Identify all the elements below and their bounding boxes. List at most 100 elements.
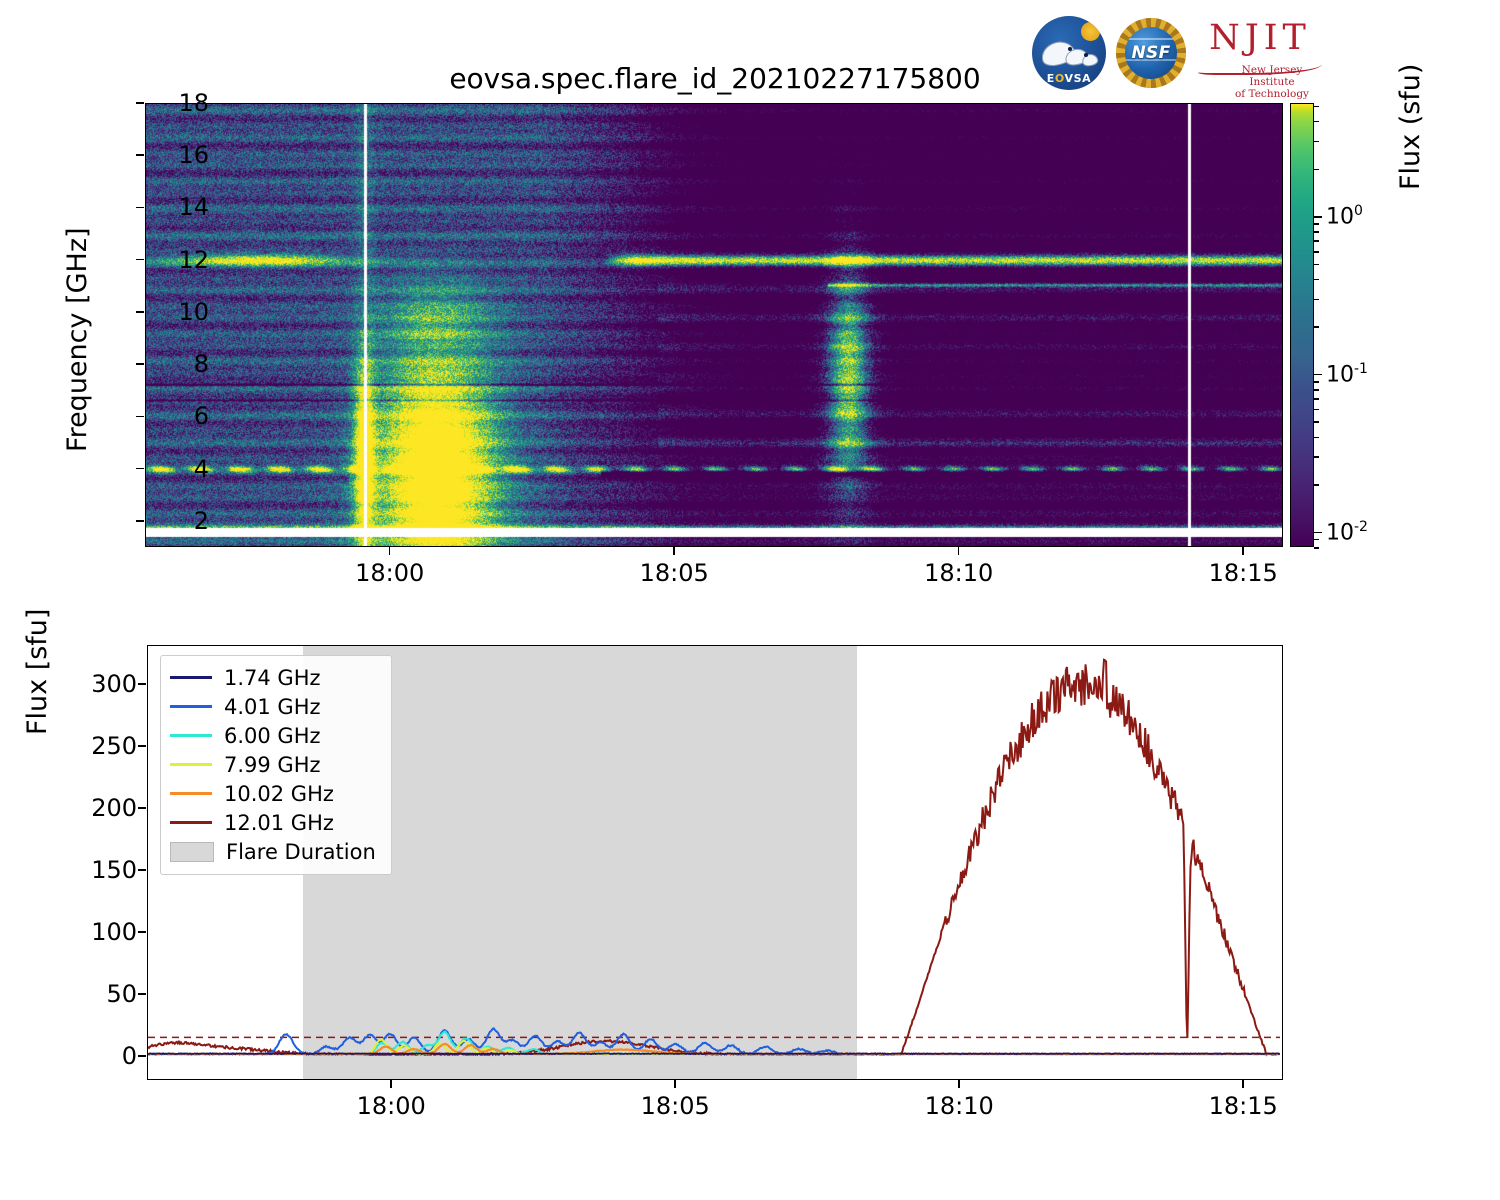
spectrogram-y-tick-label: 8 xyxy=(193,350,209,379)
spectrogram-x-tick-label: 18:05 xyxy=(639,559,709,587)
spectrogram-x-tick-label: 18:00 xyxy=(355,559,425,587)
njit-swoosh xyxy=(1198,57,1322,75)
lightcurve-y-tick-mark xyxy=(138,869,146,871)
legend-item-label: 1.74 GHz xyxy=(224,665,321,690)
legend-item-label: Flare Duration xyxy=(226,839,376,864)
legend-item[interactable]: 12.01 GHz xyxy=(170,808,382,837)
spectrogram-y-tick-mark xyxy=(136,206,144,209)
lightcurve-x-tick-label: 18:10 xyxy=(924,1092,994,1120)
colorbar-minor-tick xyxy=(1314,231,1319,233)
colorbar-minor-tick xyxy=(1314,326,1319,328)
colorbar-minor-tick xyxy=(1314,389,1319,391)
colorbar-minor-tick xyxy=(1314,436,1319,439)
colorbar-minor-tick xyxy=(1314,251,1319,253)
lightcurve-traces xyxy=(148,658,1280,1057)
spectrogram-y-tick-mark xyxy=(136,102,144,104)
colorbar-minor-tick xyxy=(1314,278,1319,281)
lightcurve-x-tick-mark xyxy=(390,1080,393,1088)
lightcurve-y-tick-label: 300 xyxy=(91,670,137,699)
lightcurve-y-tick-mark xyxy=(138,683,146,686)
colorbar-tick-mark xyxy=(1314,373,1322,376)
lightcurve-y-tick-mark xyxy=(138,745,146,747)
colorbar-minor-tick xyxy=(1314,223,1319,225)
colorbar-tick-label: 100 xyxy=(1326,203,1363,230)
logo-bar: EOVSA NSF NJIT New Jersey Institute of T… xyxy=(1032,14,1332,100)
spectrogram-y-axis-label: Frequency [GHz] xyxy=(62,227,93,452)
spectrogram-x-tick-mark xyxy=(1242,547,1244,555)
colorbar-tick-mark xyxy=(1314,216,1322,218)
nsf-logo-text: NSF xyxy=(1131,43,1171,63)
colorbar-minor-tick xyxy=(1314,547,1319,549)
spectrogram-y-tick-mark xyxy=(136,258,144,261)
spectrogram-x-tick-mark xyxy=(388,547,391,555)
eovsa-logo: EOVSA xyxy=(1032,16,1106,90)
lightcurve-x-tick-mark xyxy=(1242,1080,1245,1088)
legend-line-swatch xyxy=(170,705,212,708)
lightcurve-y-tick-mark xyxy=(138,992,146,995)
colorbar-minor-tick xyxy=(1314,140,1319,143)
flare-duration-shading xyxy=(303,646,857,1079)
colorbar-minor-tick xyxy=(1314,538,1319,541)
colorbar-minor-tick xyxy=(1314,298,1319,301)
colorbar-minor-tick xyxy=(1314,120,1319,123)
spectrogram-y-tick-label: 16 xyxy=(178,141,209,170)
legend-item[interactable]: 10.02 GHz xyxy=(170,779,382,808)
eovsa-logo-text: EOVSA xyxy=(1046,72,1092,85)
lightcurve-y-tick-label: 150 xyxy=(91,855,137,884)
legend-item[interactable]: Flare Duration xyxy=(170,837,382,866)
colorbar-minor-tick xyxy=(1314,381,1319,383)
lightcurve-legend: 1.74 GHz 4.01 GHz 6.00 GHz 7.99 GHz 10.02 GH… xyxy=(160,655,392,875)
colorbar-minor-tick xyxy=(1314,484,1319,486)
colorbar-tick-label: 10-2 xyxy=(1326,518,1368,546)
colorbar-minor-tick xyxy=(1314,168,1319,170)
page-title: eovsa.spec.flare_id_20210227175800 xyxy=(449,62,981,95)
dish-feed-dot xyxy=(1068,47,1072,51)
legend-line-swatch xyxy=(170,821,212,824)
spectrogram-x-tick-label: 18:15 xyxy=(1208,559,1278,587)
legend-line-swatch xyxy=(170,676,212,679)
spectrogram-y-tick-label: 2 xyxy=(193,506,209,535)
spectrogram-y-tick-mark xyxy=(136,311,144,313)
lightcurve-y-tick-label: 0 xyxy=(121,1041,137,1070)
colorbar xyxy=(1290,103,1314,547)
lightcurve-y-tick-label: 200 xyxy=(91,794,137,822)
legend-item[interactable]: 6.00 GHz xyxy=(170,721,382,750)
colorbar-tick-label: 10-1 xyxy=(1326,360,1368,388)
lightcurve-y-tick-label: 50 xyxy=(106,979,137,1008)
legend-item[interactable]: 4.01 GHz xyxy=(170,692,382,721)
njit-logo-text: NJIT xyxy=(1209,18,1311,58)
lightcurve-8ghz xyxy=(148,1037,1280,1057)
spectrogram-y-tick-label: 14 xyxy=(178,193,209,222)
spectrogram-x-tick-mark xyxy=(673,547,675,555)
spectrogram-x-tick-mark xyxy=(957,547,960,555)
colorbar-minor-tick xyxy=(1314,456,1319,458)
legend-line-swatch xyxy=(170,734,212,737)
njit-logo: NJIT New Jersey Institute of Technology xyxy=(1196,18,1324,100)
legend-item[interactable]: 1.74 GHz xyxy=(170,663,382,692)
spectrogram-y-tick-mark xyxy=(136,415,144,418)
colorbar-minor-tick xyxy=(1314,398,1319,400)
globe-icon xyxy=(1125,27,1177,79)
legend-item-label: 10.02 GHz xyxy=(224,781,334,806)
spectrogram-y-tick-label: 6 xyxy=(193,402,209,431)
colorbar-minor-tick xyxy=(1314,408,1319,411)
legend-patch-swatch xyxy=(170,841,214,862)
spectrogram-y-tick-mark xyxy=(136,154,144,157)
lightcurve-x-tick-mark xyxy=(674,1080,677,1088)
njit-subtitle: New Jersey Institute of Technology xyxy=(1234,64,1309,100)
lightcurve-x-tick-label: 18:15 xyxy=(1208,1092,1278,1120)
spectrogram-y-tick-mark xyxy=(136,363,144,365)
lightcurve-y-tick-mark xyxy=(138,807,146,809)
colorbar-minor-tick xyxy=(1314,240,1319,242)
spectrogram-y-tick-mark xyxy=(136,467,144,470)
legend-item[interactable]: 7.99 GHz xyxy=(170,750,382,779)
colorbar-minor-tick xyxy=(1314,263,1319,266)
legend-item-label: 4.01 GHz xyxy=(224,694,321,719)
legend-item-label: 6.00 GHz xyxy=(224,723,321,748)
colorbar-minor-tick xyxy=(1314,105,1319,108)
colorbar-minor-tick xyxy=(1314,421,1319,423)
lightcurve-y-tick-label: 250 xyxy=(91,732,137,761)
spectrogram-y-tick-mark xyxy=(136,520,144,522)
legend-line-swatch xyxy=(170,792,212,795)
